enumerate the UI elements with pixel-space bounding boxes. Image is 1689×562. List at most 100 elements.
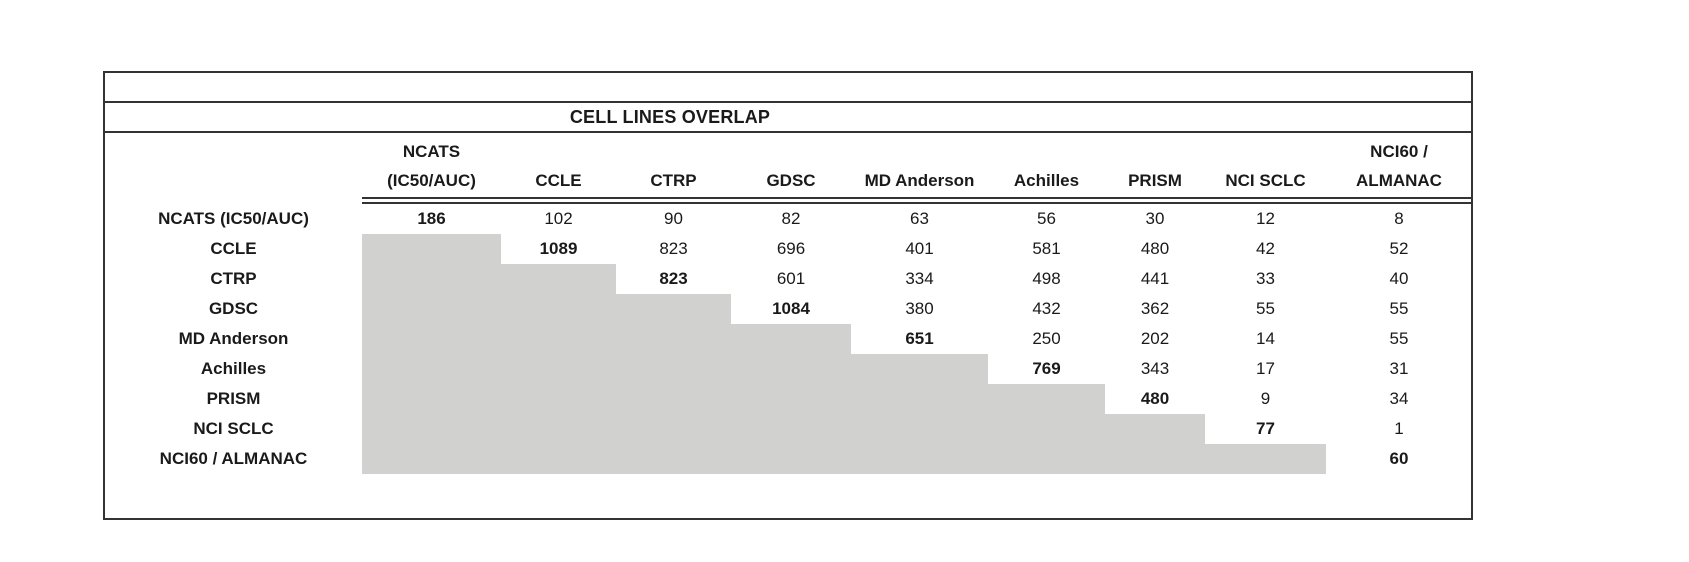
- shaded-cell: [1205, 444, 1326, 474]
- shaded-cell: [501, 414, 616, 444]
- overlap-cell: 30: [1145, 209, 1165, 228]
- row-header: NCI SCLC: [193, 419, 274, 438]
- row-header: GDSC: [208, 299, 259, 318]
- overlap-cell: 52: [1389, 239, 1409, 258]
- shaded-cell: [1105, 414, 1205, 444]
- column-header: CTRP: [650, 171, 697, 191]
- overlap-cell: 651: [905, 329, 934, 348]
- overlap-matrix: NCATS (IC50/AUC) CCLE CTRP GDSC MD Anderson A…: [105, 133, 1472, 474]
- overlap-cell: 77: [1256, 419, 1275, 438]
- overlap-cell: 9: [1260, 389, 1271, 408]
- column-header: CCLE: [535, 171, 582, 191]
- row-header: PRISM: [206, 389, 261, 408]
- overlap-cell: 90: [664, 209, 683, 228]
- column-header: NCATS (IC50/AUC): [387, 141, 476, 191]
- overlap-cell: 60: [1389, 449, 1409, 468]
- shaded-cell: [851, 384, 988, 414]
- shaded-cell: [616, 324, 731, 354]
- overlap-cell: 769: [1032, 359, 1061, 378]
- shaded-cell: [731, 444, 851, 474]
- overlap-cell: 82: [781, 209, 801, 228]
- shaded-cell: [731, 324, 851, 354]
- overlap-cell: 581: [1032, 239, 1061, 258]
- overlap-cell: 480: [1140, 239, 1170, 258]
- column-header: PRISM: [1128, 171, 1182, 191]
- shaded-cell: [851, 414, 988, 444]
- overlap-cell: 696: [776, 239, 806, 258]
- shaded-cell: [362, 234, 501, 264]
- overlap-cell: 1: [1394, 419, 1404, 438]
- overlap-cell: 63: [910, 209, 929, 228]
- shaded-cell: [501, 384, 616, 414]
- overlap-cell: 186: [417, 209, 446, 228]
- overlap-cell: 8: [1394, 209, 1404, 228]
- shaded-cell: [731, 414, 851, 444]
- row-header: Achilles: [200, 359, 267, 378]
- overlap-cell: 102: [544, 209, 573, 228]
- shaded-cell: [501, 444, 616, 474]
- row-header: CCLE: [210, 239, 257, 258]
- column-header: GDSC: [766, 171, 816, 191]
- rule-spacer: [105, 197, 362, 204]
- shaded-cell: [988, 444, 1105, 474]
- shaded-cell: [616, 354, 731, 384]
- overlap-cell: 823: [659, 269, 688, 288]
- shaded-cell: [362, 354, 501, 384]
- overlap-cell: 202: [1140, 329, 1170, 348]
- row-header: NCATS (IC50/AUC): [158, 209, 309, 228]
- column-header: Achilles: [1013, 171, 1080, 191]
- shaded-cell: [362, 414, 501, 444]
- shaded-cell: [851, 444, 988, 474]
- overlap-cell: 12: [1256, 209, 1275, 228]
- column-header: MD Anderson: [864, 171, 975, 191]
- overlap-cell: 250: [1032, 329, 1061, 348]
- overlap-cell: 401: [905, 239, 934, 258]
- overlap-cell: 1089: [539, 239, 578, 258]
- overlap-cell: 498: [1032, 269, 1061, 288]
- overlap-cell: 823: [659, 239, 688, 258]
- overlap-cell: 380: [905, 299, 934, 318]
- overlap-cell: 343: [1140, 359, 1170, 378]
- overlap-cell: 601: [776, 269, 806, 288]
- shaded-cell: [616, 444, 731, 474]
- cell-lines-overlap-table: CELL LINES OVERLAP NCATS (IC50/AUC) CCLE C…: [103, 71, 1473, 520]
- overlap-cell: 55: [1256, 299, 1275, 318]
- shaded-cell: [362, 384, 501, 414]
- corner-cell: [105, 133, 362, 197]
- shaded-cell: [616, 294, 731, 324]
- overlap-cell: 17: [1256, 359, 1275, 378]
- overlap-cell: 432: [1032, 299, 1061, 318]
- row-header: NCI60 / ALMANAC: [159, 449, 308, 468]
- overlap-cell: 14: [1256, 329, 1275, 348]
- overlap-cell: 334: [905, 269, 934, 288]
- overlap-cell: 480: [1140, 389, 1170, 408]
- shaded-cell: [501, 354, 616, 384]
- shaded-cell: [362, 324, 501, 354]
- row-header: MD Anderson: [178, 329, 289, 348]
- shaded-cell: [731, 384, 851, 414]
- empty-top-row: [105, 73, 1471, 103]
- shaded-cell: [731, 354, 851, 384]
- overlap-cell: 31: [1389, 359, 1409, 378]
- overlap-cell: 34: [1389, 389, 1409, 408]
- overlap-cell: 40: [1389, 269, 1409, 288]
- header-double-rule: [362, 197, 1472, 204]
- title-row: CELL LINES OVERLAP: [105, 103, 1471, 133]
- column-header: NCI SCLC: [1225, 171, 1306, 191]
- overlap-cell: 42: [1256, 239, 1275, 258]
- shaded-cell: [501, 324, 616, 354]
- overlap-cell: 55: [1389, 329, 1409, 348]
- shaded-cell: [362, 444, 501, 474]
- shaded-cell: [501, 264, 616, 294]
- table-title: CELL LINES OVERLAP: [569, 106, 771, 127]
- overlap-cell: 441: [1140, 269, 1170, 288]
- shaded-cell: [616, 414, 731, 444]
- shaded-cell: [501, 294, 616, 324]
- shaded-cell: [1105, 444, 1205, 474]
- row-header: CTRP: [210, 269, 257, 288]
- shaded-cell: [988, 414, 1105, 444]
- column-header: NCI60 / ALMANAC: [1356, 141, 1442, 191]
- shaded-cell: [616, 384, 731, 414]
- overlap-cell: 1084: [772, 299, 810, 318]
- shaded-cell: [851, 354, 988, 384]
